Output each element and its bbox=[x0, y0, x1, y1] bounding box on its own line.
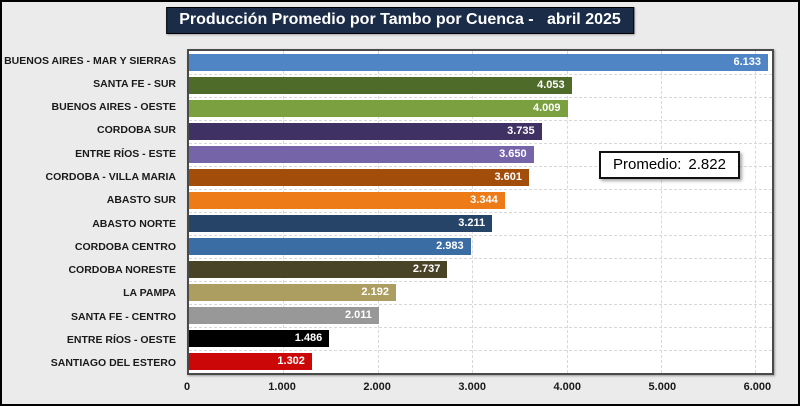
gridline-h bbox=[189, 349, 772, 351]
category-label: ABASTO NORTE bbox=[92, 217, 176, 230]
chart-title: Producción Promedio por Tambo por Cuenca… bbox=[166, 7, 634, 34]
category-axis: BUENOS AIRES - MAR Y SIERRAS SANTA FE - S… bbox=[2, 49, 183, 375]
bar-value-label: 3.211 bbox=[458, 217, 486, 229]
bar: 1.486 bbox=[189, 330, 330, 347]
bar: 2.983 bbox=[189, 237, 471, 255]
category-label: ABASTO SUR bbox=[106, 194, 176, 207]
gridline-h bbox=[189, 143, 772, 144]
bar-value-label: 3.344 bbox=[470, 194, 498, 206]
gridline-h bbox=[189, 258, 772, 259]
x-axis: 0 1.000 2.000 3.000 4.000 5.000 6.000 bbox=[183, 381, 774, 399]
bar-value-label: 4.053 bbox=[537, 78, 565, 91]
bar: 4.009 bbox=[189, 99, 568, 117]
category-label: BUENOS AIRES - OESTE bbox=[51, 101, 176, 114]
category-label: SANTA FE - CENTRO bbox=[71, 310, 176, 323]
gridline-h bbox=[189, 281, 772, 282]
x-tick-label: 4.000 bbox=[553, 381, 581, 393]
bar: 3.735 bbox=[189, 123, 542, 140]
gridline-h bbox=[189, 189, 772, 190]
promedio-label: Promedio: bbox=[613, 156, 682, 173]
bar: 3.601 bbox=[189, 169, 529, 186]
bar-value-label: 1.486 bbox=[294, 332, 323, 344]
bar-value-label: 1.302 bbox=[277, 355, 305, 367]
bar-value-label: 3.735 bbox=[507, 125, 535, 137]
category-label: SANTA FE - SUR bbox=[93, 77, 176, 90]
category-label: BUENOS AIRES - MAR Y SIERRAS bbox=[4, 54, 176, 67]
gridline-h bbox=[189, 327, 772, 328]
bar-value-label: 3.601 bbox=[494, 171, 522, 183]
category-label: LA PAMPA bbox=[123, 287, 176, 300]
bar: 1.302 bbox=[189, 353, 312, 370]
gridline-h bbox=[189, 235, 772, 236]
bar-value-label: 2.011 bbox=[344, 309, 372, 321]
category-label: SANTIAGO DEL ESTERO bbox=[50, 357, 176, 370]
category-label: CORDOBA CENTRO bbox=[74, 240, 176, 253]
x-tick-label: 3.000 bbox=[458, 381, 486, 393]
bar-value-label: 3.650 bbox=[499, 147, 527, 160]
x-tick-label: 6.000 bbox=[743, 381, 772, 393]
bar-value-label: 6.133 bbox=[733, 56, 762, 68]
category-label: CORDOBA NORESTE bbox=[68, 264, 176, 277]
bar: 4.053 bbox=[189, 76, 572, 94]
x-tick-label: 1.000 bbox=[268, 381, 296, 393]
bar: 2.192 bbox=[189, 284, 396, 301]
promedio-box: Promedio: 2.822 bbox=[599, 151, 740, 179]
plot-area: 6.133 4.053 4.009 3.735 3.650 3.601 3.344 3.211… bbox=[187, 49, 774, 375]
category-label: ENTRE RÍOS - ESTE bbox=[75, 147, 176, 160]
promedio-value: 2.822 bbox=[688, 156, 726, 173]
category-label: CORDOBA SUR bbox=[97, 124, 176, 137]
x-tick-label: 0 bbox=[183, 381, 191, 393]
bar: 3.211 bbox=[189, 215, 493, 232]
gridline-h bbox=[189, 120, 772, 121]
bar: 2.737 bbox=[189, 261, 448, 278]
bar: 6.133 bbox=[189, 54, 769, 71]
gridline-h bbox=[189, 212, 772, 213]
x-tick-label: 5.000 bbox=[648, 381, 677, 393]
bar-value-label: 2.192 bbox=[361, 286, 389, 298]
gridline-h bbox=[189, 74, 772, 75]
bar: 3.344 bbox=[189, 192, 505, 209]
gridline-h bbox=[189, 97, 772, 98]
x-tick-label: 2.000 bbox=[363, 381, 391, 393]
bar-value-label: 4.009 bbox=[532, 101, 561, 114]
bar-value-label: 2.983 bbox=[436, 239, 464, 252]
bar-value-label: 2.737 bbox=[412, 263, 441, 275]
bar: 2.011 bbox=[189, 307, 379, 324]
gridline-h bbox=[189, 166, 772, 167]
bar: 3.650 bbox=[189, 145, 534, 163]
category-label: CORDOBA - VILLA MARIA bbox=[45, 171, 176, 184]
plot-inner: 6.133 4.053 4.009 3.735 3.650 3.601 3.344 3.211… bbox=[189, 51, 772, 373]
category-label: ENTRE RÍOS - OESTE bbox=[66, 334, 176, 347]
gridline-h bbox=[189, 304, 772, 305]
